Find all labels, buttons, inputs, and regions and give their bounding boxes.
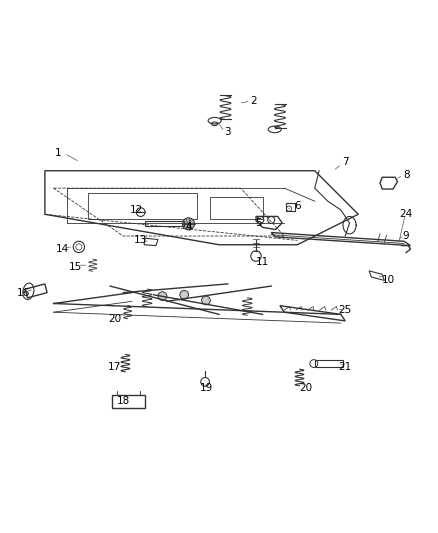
Text: 20: 20 — [108, 314, 121, 324]
Bar — [88, 192, 197, 219]
Text: 3: 3 — [224, 126, 231, 136]
Text: 18: 18 — [117, 397, 130, 407]
Text: 10: 10 — [382, 274, 396, 285]
Text: 25: 25 — [339, 305, 352, 315]
Bar — [210, 197, 262, 219]
Text: 15: 15 — [69, 262, 82, 271]
Text: 5: 5 — [255, 218, 261, 228]
Text: 13: 13 — [134, 236, 147, 245]
Text: 16: 16 — [17, 288, 30, 297]
Text: 19: 19 — [199, 383, 212, 393]
Text: 7: 7 — [342, 157, 349, 167]
Text: 21: 21 — [339, 361, 352, 372]
Text: 6: 6 — [294, 200, 300, 211]
Bar — [315, 360, 343, 367]
Bar — [145, 221, 184, 225]
Text: 14: 14 — [56, 244, 69, 254]
Bar — [113, 395, 145, 408]
Text: 20: 20 — [300, 383, 313, 393]
Text: 11: 11 — [256, 257, 269, 267]
Bar — [286, 203, 295, 211]
Text: 12: 12 — [130, 205, 143, 215]
Circle shape — [158, 292, 167, 301]
Text: 2: 2 — [251, 96, 257, 106]
Text: 24: 24 — [399, 209, 413, 219]
Text: 9: 9 — [403, 231, 410, 241]
Circle shape — [201, 296, 210, 305]
Text: 4: 4 — [185, 222, 192, 232]
Text: 17: 17 — [108, 361, 121, 372]
Text: 8: 8 — [403, 170, 410, 180]
Text: 1: 1 — [55, 148, 61, 158]
Circle shape — [183, 218, 194, 230]
Circle shape — [180, 290, 188, 299]
